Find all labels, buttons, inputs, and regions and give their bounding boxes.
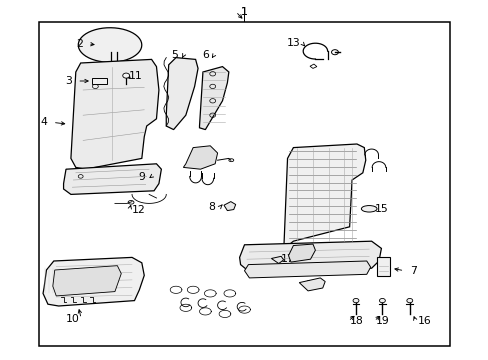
Bar	[92, 78, 106, 84]
Polygon shape	[43, 257, 144, 306]
Circle shape	[379, 298, 385, 303]
Polygon shape	[78, 28, 142, 62]
Polygon shape	[183, 146, 217, 169]
Text: 14: 14	[305, 280, 319, 290]
Polygon shape	[166, 58, 198, 130]
Polygon shape	[224, 202, 235, 211]
Polygon shape	[244, 261, 370, 278]
Ellipse shape	[361, 206, 376, 212]
Text: 5: 5	[171, 50, 178, 60]
Bar	[39, 22, 449, 346]
Bar	[376, 257, 389, 276]
Text: 3: 3	[65, 76, 72, 86]
Text: 7: 7	[409, 266, 416, 276]
Text: 9: 9	[138, 172, 145, 182]
Text: 12: 12	[131, 204, 145, 215]
Text: 18: 18	[349, 316, 363, 326]
Text: 15: 15	[374, 204, 387, 214]
Text: 19: 19	[375, 316, 389, 326]
Polygon shape	[282, 144, 365, 254]
Text: 16: 16	[417, 316, 430, 326]
Circle shape	[406, 298, 412, 303]
Circle shape	[122, 73, 129, 78]
Text: 13: 13	[286, 38, 300, 48]
Text: 1: 1	[241, 6, 247, 17]
Circle shape	[352, 298, 358, 303]
Text: 6: 6	[202, 50, 208, 60]
Text: 4: 4	[41, 117, 47, 127]
Polygon shape	[199, 67, 228, 130]
Polygon shape	[63, 164, 161, 194]
Text: 8: 8	[207, 202, 214, 212]
Text: 11: 11	[129, 71, 142, 81]
Text: 17: 17	[280, 254, 294, 264]
Text: 1: 1	[241, 6, 247, 17]
Text: 10: 10	[65, 314, 79, 324]
Text: 2: 2	[76, 39, 82, 49]
Polygon shape	[271, 256, 283, 264]
Polygon shape	[299, 278, 325, 291]
Polygon shape	[53, 266, 121, 296]
Polygon shape	[71, 59, 159, 169]
Polygon shape	[239, 241, 381, 272]
Polygon shape	[288, 244, 315, 262]
